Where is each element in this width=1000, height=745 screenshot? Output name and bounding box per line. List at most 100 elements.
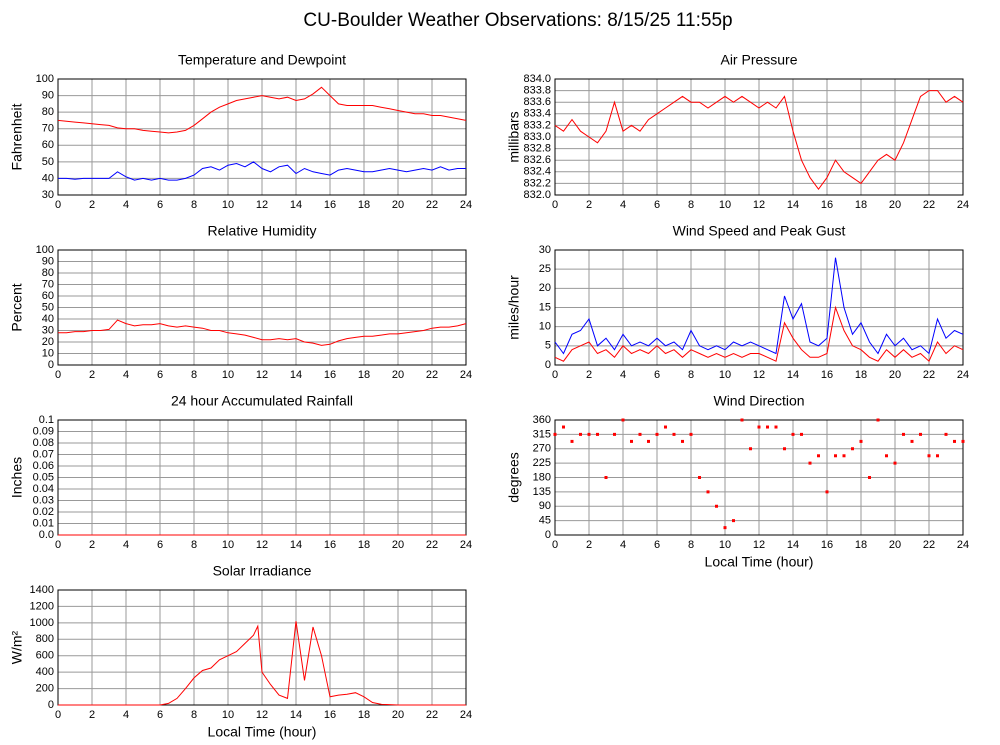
x-tick-label: 24 bbox=[957, 369, 969, 381]
y-tick-label: 10 bbox=[539, 321, 551, 333]
data-point bbox=[919, 432, 922, 436]
data-point bbox=[698, 476, 701, 479]
x-tick-label: 12 bbox=[753, 199, 765, 211]
data-point bbox=[944, 432, 948, 436]
x-tick-label: 4 bbox=[620, 539, 626, 551]
x-tick-label: 4 bbox=[123, 369, 129, 381]
x-tick-label: 6 bbox=[654, 369, 660, 381]
x-tick-label: 20 bbox=[392, 369, 404, 381]
y-axis-label: Percent bbox=[9, 283, 25, 331]
y-tick-label: 1000 bbox=[30, 617, 54, 629]
x-tick-label: 18 bbox=[855, 369, 867, 381]
x-tick-label: 2 bbox=[586, 369, 592, 381]
y-tick-label: 20 bbox=[539, 282, 551, 294]
y-tick-label: 10 bbox=[42, 347, 54, 359]
data-point bbox=[902, 432, 905, 436]
x-tick-label: 4 bbox=[620, 369, 626, 381]
x-tick-label: 14 bbox=[787, 539, 799, 551]
x-tick-label: 22 bbox=[923, 199, 935, 211]
x-tick-label: 24 bbox=[957, 199, 969, 211]
data-point bbox=[817, 454, 820, 458]
y-tick-label: 100 bbox=[36, 73, 54, 85]
x-tick-label: 4 bbox=[123, 199, 129, 211]
x-tick-label: 20 bbox=[392, 199, 404, 211]
x-tick-label: 6 bbox=[157, 199, 163, 211]
data-line bbox=[57, 86, 467, 134]
x-tick-label: 8 bbox=[191, 199, 197, 211]
data-point bbox=[570, 439, 574, 443]
x-tick-label: 10 bbox=[222, 709, 234, 721]
y-tick-label: 60 bbox=[42, 139, 54, 151]
chart-title: Wind Direction bbox=[713, 393, 804, 409]
data-point bbox=[630, 439, 633, 443]
y-tick-label: 0.05 bbox=[33, 471, 54, 483]
y-tick-label: 0.08 bbox=[33, 437, 54, 449]
y-tick-label: 0.02 bbox=[33, 506, 54, 518]
x-tick-label: 2 bbox=[586, 199, 592, 211]
data-point bbox=[706, 490, 710, 494]
x-tick-label: 10 bbox=[222, 539, 234, 551]
x-tick-label: 20 bbox=[392, 709, 404, 721]
data-point bbox=[715, 504, 718, 508]
x-tick-label: 2 bbox=[89, 369, 95, 381]
x-tick-label: 8 bbox=[191, 709, 197, 721]
x-tick-label: 2 bbox=[89, 199, 95, 211]
y-tick-label: 0 bbox=[48, 359, 54, 371]
y-tick-label: 0.09 bbox=[33, 425, 54, 437]
y-tick-label: 50 bbox=[42, 301, 54, 313]
y-axis-label: degrees bbox=[506, 452, 522, 503]
x-tick-label: 2 bbox=[586, 539, 592, 551]
data-point bbox=[638, 432, 642, 436]
x-tick-label: 22 bbox=[426, 539, 438, 551]
data-line bbox=[58, 319, 467, 346]
x-tick-label: 0 bbox=[552, 369, 558, 381]
x-tick-label: 16 bbox=[821, 199, 833, 211]
x-tick-label: 18 bbox=[358, 539, 370, 551]
y-tick-label: 0.0 bbox=[39, 529, 54, 541]
x-tick-label: 18 bbox=[358, 199, 370, 211]
y-tick-label: 135 bbox=[533, 486, 551, 498]
x-tick-label: 16 bbox=[324, 539, 336, 551]
x-tick-label: 24 bbox=[460, 709, 472, 721]
y-tick-label: 45 bbox=[539, 515, 551, 527]
x-tick-label: 14 bbox=[290, 539, 302, 551]
data-point bbox=[613, 432, 616, 436]
y-axis-label: millibars bbox=[506, 111, 522, 162]
data-point bbox=[681, 439, 684, 443]
y-tick-label: 0.01 bbox=[33, 517, 54, 529]
x-tick-label: 14 bbox=[290, 199, 302, 211]
x-tick-label: 22 bbox=[923, 539, 935, 551]
data-point bbox=[834, 454, 837, 458]
y-tick-label: 0.07 bbox=[33, 448, 54, 460]
data-point bbox=[689, 432, 693, 436]
x-tick-label: 16 bbox=[324, 369, 336, 381]
page-title: CU-Boulder Weather Observations: 8/15/25… bbox=[303, 10, 732, 31]
y-tick-label: 315 bbox=[533, 428, 551, 440]
x-tick-label: 16 bbox=[324, 709, 336, 721]
data-point bbox=[842, 454, 846, 458]
x-tick-label: 12 bbox=[256, 199, 268, 211]
y-tick-label: 40 bbox=[42, 172, 54, 184]
x-tick-label: 20 bbox=[889, 369, 901, 381]
y-tick-label: 833.4 bbox=[523, 108, 551, 120]
y-tick-label: 20 bbox=[42, 336, 54, 348]
y-tick-label: 30 bbox=[539, 244, 551, 256]
x-tick-label: 0 bbox=[552, 539, 558, 551]
x-tick-label: 10 bbox=[719, 199, 731, 211]
x-tick-label: 6 bbox=[654, 539, 660, 551]
y-axis-label: miles/hour bbox=[506, 275, 522, 340]
y-tick-label: 832.2 bbox=[523, 177, 551, 189]
y-axis-label: Inches bbox=[9, 457, 25, 498]
y-tick-label: 833.8 bbox=[523, 85, 551, 97]
plot-frame bbox=[554, 249, 964, 366]
y-tick-label: 0.06 bbox=[33, 460, 54, 472]
x-tick-label: 6 bbox=[157, 539, 163, 551]
data-point bbox=[825, 490, 829, 494]
x-tick-label: 12 bbox=[256, 709, 268, 721]
data-point bbox=[596, 432, 599, 436]
data-point bbox=[621, 418, 625, 422]
x-tick-label: 20 bbox=[392, 539, 404, 551]
x-tick-label: 22 bbox=[426, 369, 438, 381]
data-point bbox=[553, 432, 557, 436]
